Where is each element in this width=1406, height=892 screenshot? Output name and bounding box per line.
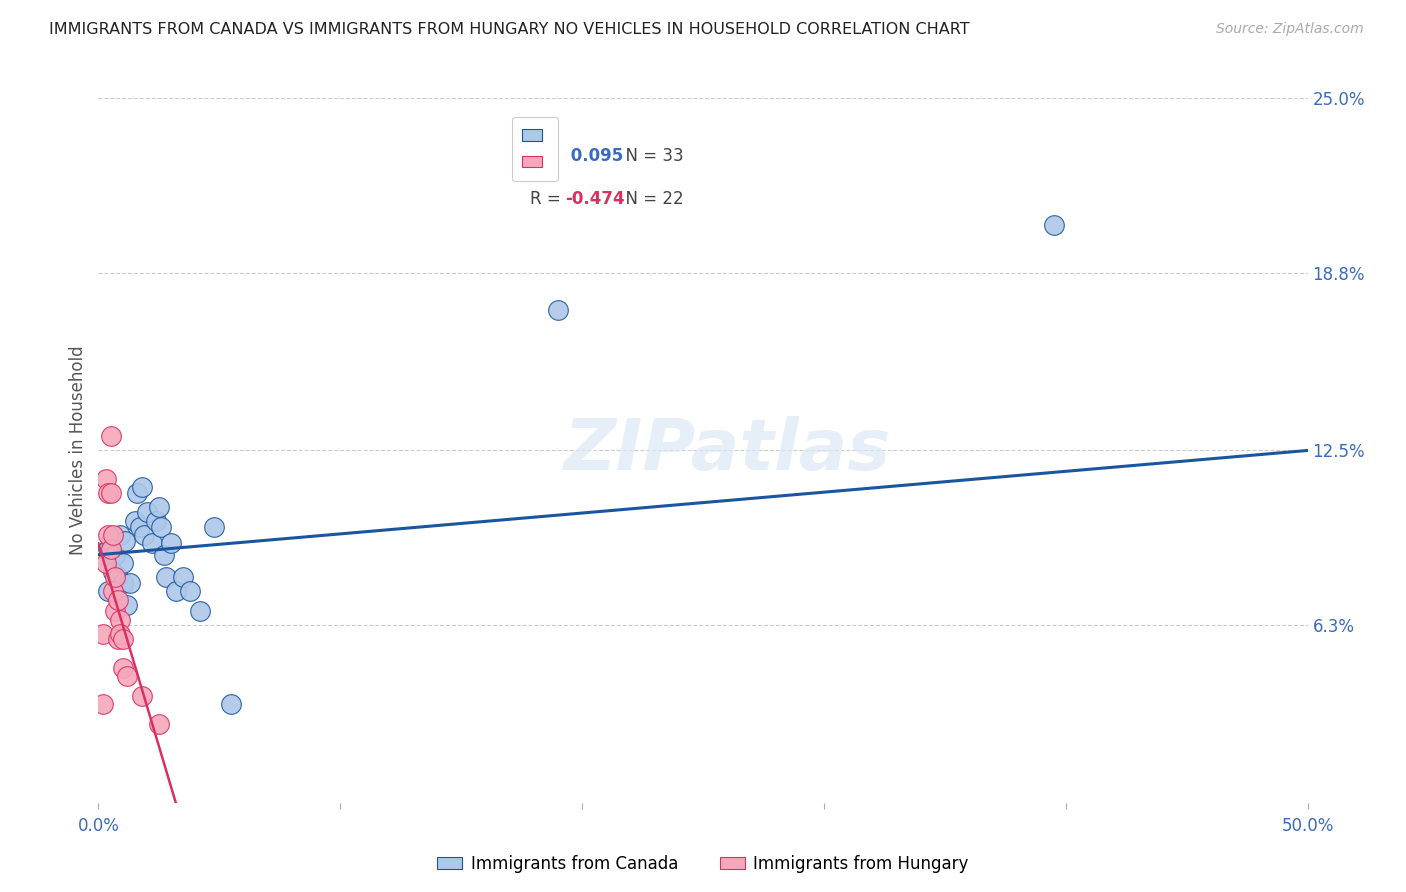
Point	[165, 584, 187, 599]
Point	[172, 570, 194, 584]
Point	[1042, 218, 1064, 232]
Point	[101, 584, 124, 599]
Point	[124, 514, 146, 528]
Point	[131, 480, 153, 494]
Text: N = 22: N = 22	[614, 190, 683, 208]
Text: N = 33: N = 33	[614, 147, 683, 165]
Text: -0.474: -0.474	[565, 190, 624, 208]
Point	[107, 592, 129, 607]
Point	[152, 548, 174, 562]
Point	[107, 632, 129, 647]
Point	[111, 576, 134, 591]
Point	[97, 528, 120, 542]
Text: IMMIGRANTS FROM CANADA VS IMMIGRANTS FROM HUNGARY NO VEHICLES IN HOUSEHOLD CORRE: IMMIGRANTS FROM CANADA VS IMMIGRANTS FRO…	[49, 22, 970, 37]
Point	[128, 519, 150, 533]
Point	[114, 533, 136, 548]
Point	[150, 519, 173, 533]
Point	[101, 528, 124, 542]
Point	[111, 632, 134, 647]
Point	[148, 717, 170, 731]
Point	[188, 604, 211, 618]
Point	[118, 576, 141, 591]
Point	[127, 485, 149, 500]
Point	[97, 584, 120, 599]
Point	[91, 626, 114, 640]
Point	[100, 485, 122, 500]
Point	[204, 519, 226, 533]
Text: Source: ZipAtlas.com: Source: ZipAtlas.com	[1216, 22, 1364, 37]
Y-axis label: No Vehicles in Household: No Vehicles in Household	[69, 345, 87, 556]
Point	[101, 565, 124, 579]
Point	[97, 542, 120, 557]
Point	[91, 697, 114, 711]
Point	[111, 660, 134, 674]
Point	[148, 500, 170, 514]
Legend: Immigrants from Canada, Immigrants from Hungary: Immigrants from Canada, Immigrants from …	[430, 848, 976, 880]
Point	[108, 613, 131, 627]
Point	[117, 669, 139, 683]
Legend: , : ,	[512, 117, 558, 181]
Text: 0.095: 0.095	[565, 147, 623, 165]
Point	[107, 570, 129, 584]
Point	[135, 506, 157, 520]
Point	[97, 485, 120, 500]
Text: R =: R =	[530, 190, 567, 208]
Point	[104, 548, 127, 562]
Point	[108, 528, 131, 542]
Point	[94, 556, 117, 570]
Point	[134, 528, 156, 542]
Point	[104, 570, 127, 584]
Point	[100, 542, 122, 557]
Point	[221, 697, 243, 711]
Point	[100, 533, 122, 548]
Point	[104, 604, 127, 618]
Point	[547, 302, 569, 317]
Point	[100, 429, 122, 443]
Point	[145, 514, 167, 528]
Point	[141, 536, 163, 550]
Point	[117, 599, 139, 613]
Point	[155, 570, 177, 584]
Text: R =: R =	[530, 147, 567, 165]
Point	[131, 689, 153, 703]
Point	[94, 472, 117, 486]
Point	[179, 584, 201, 599]
Text: ZIPatlas: ZIPatlas	[564, 416, 891, 485]
Point	[111, 556, 134, 570]
Point	[108, 626, 131, 640]
Point	[160, 536, 183, 550]
